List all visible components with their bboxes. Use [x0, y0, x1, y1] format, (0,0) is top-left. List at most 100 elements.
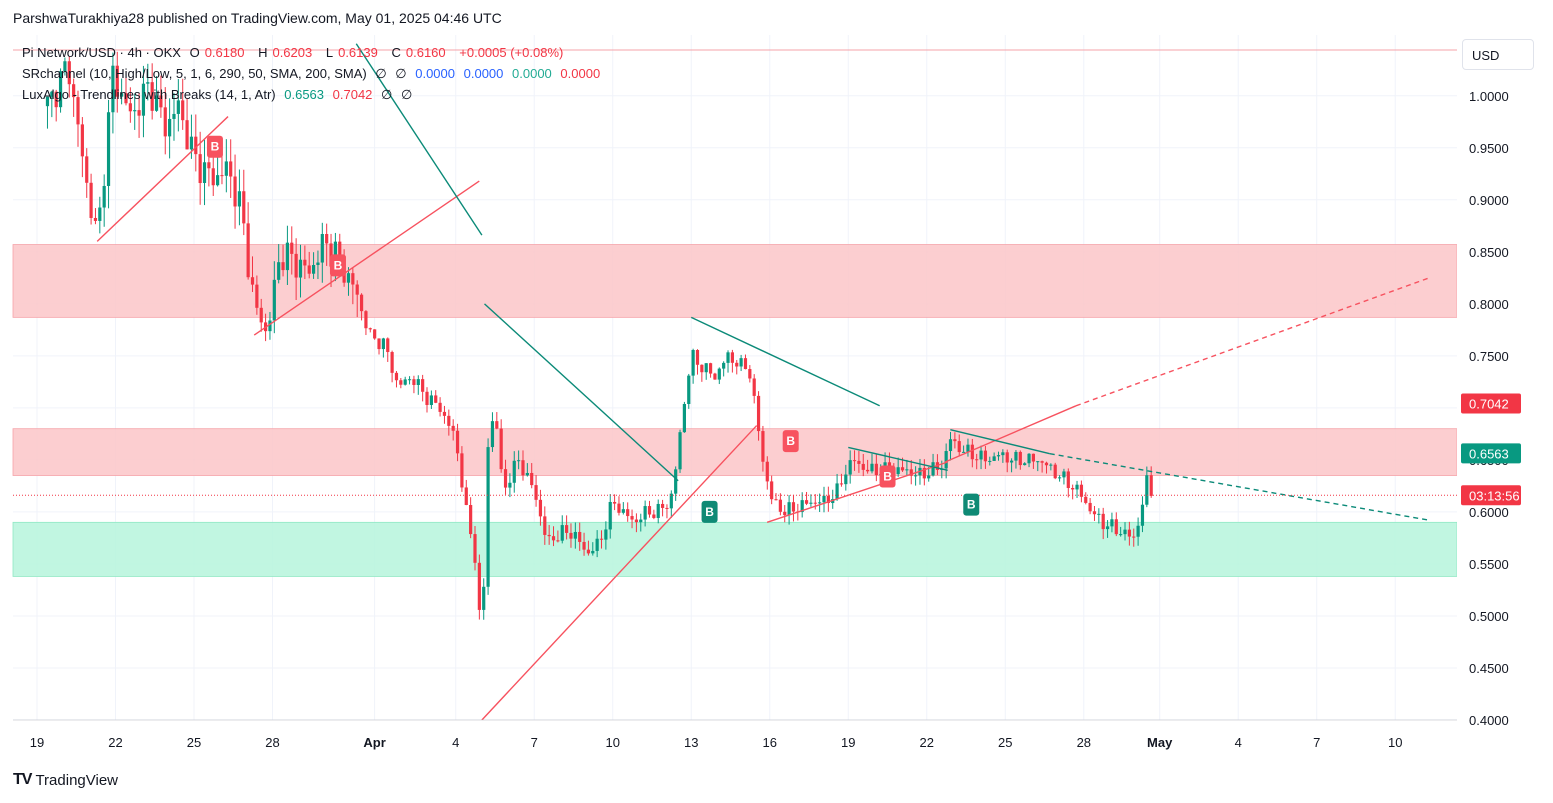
red-trendline [481, 425, 758, 721]
candle-body [617, 503, 621, 513]
candle-body [787, 502, 791, 516]
time-tick-label: 4 [452, 735, 459, 750]
candle-body [538, 499, 543, 517]
tradingview-logo[interactable]: TV TradingView [13, 771, 118, 789]
luxalgo-null-1: ∅ [381, 87, 393, 102]
signal-badge [782, 430, 799, 453]
tradingview-logo-text: TradingView [35, 771, 118, 789]
candle-body [996, 455, 1001, 457]
price-tick-label: 1.0000 [1469, 89, 1509, 104]
signal-label: B [786, 434, 795, 448]
candle-body [102, 185, 106, 208]
luxalgo-value-1: 0.6563 [284, 87, 325, 102]
candle-body [373, 329, 377, 339]
trendlines [13, 43, 1457, 721]
candle-body [172, 113, 176, 119]
candlestick-series [45, 51, 1153, 620]
candle-body [756, 395, 761, 432]
candle-body [722, 362, 726, 369]
luxalgo-value-2: 0.7042 [332, 87, 373, 102]
candle-body [695, 349, 700, 365]
candle-body [612, 501, 617, 504]
candle-body [730, 352, 734, 363]
candle-body [621, 509, 625, 513]
candle-body [421, 379, 425, 392]
candle-body [469, 504, 473, 535]
time-tick-label: 13 [684, 735, 698, 750]
candle-body [1049, 464, 1053, 466]
candle-body [1018, 451, 1022, 466]
candle-body [800, 500, 804, 513]
time-tick-label: 22 [108, 735, 122, 750]
candle-body [652, 514, 656, 518]
candle-body [85, 156, 89, 183]
publisher-line: ParshwaTurakhiya28 published on TradingV… [13, 10, 502, 26]
candle-body [67, 61, 71, 85]
candle-body [1075, 484, 1079, 490]
candle-body [346, 273, 351, 283]
candle-body [512, 460, 516, 483]
candle-body [499, 428, 503, 470]
candle-body [927, 475, 931, 479]
candle-body [1088, 502, 1092, 512]
candle-body [403, 379, 407, 385]
signal-label: B [883, 470, 892, 484]
candle-body [381, 338, 385, 350]
candle-body [185, 120, 189, 150]
candle-body [983, 450, 988, 462]
candle-body [778, 499, 782, 512]
luxalgo-label[interactable]: LuxAlgo - Trendlines with Breaks (14, 1,… [22, 87, 276, 102]
legend-luxalgo: LuxAlgo - Trendlines with Breaks (14, 1,… [22, 87, 417, 103]
candle-body [464, 487, 468, 505]
candle-body [329, 243, 333, 267]
candle-body [386, 338, 390, 353]
candle-body [1071, 488, 1075, 490]
candle-body [966, 444, 970, 452]
candle-body [743, 358, 748, 370]
legend-open: O 0.6180 [190, 45, 250, 60]
candle-body [1136, 525, 1140, 537]
candle-body [608, 501, 612, 530]
candle-body [224, 161, 228, 176]
candle-body [1053, 464, 1057, 479]
candle-body [822, 495, 826, 503]
candle-body [482, 586, 486, 610]
sr-zones [12, 49, 1458, 577]
candle-body [434, 395, 438, 403]
legend-change: +0.0005 (+0.08%) [459, 45, 564, 60]
time-axis-bg [0, 720, 1457, 760]
candle-body [58, 71, 63, 108]
open-value: 0.6180 [204, 45, 245, 60]
candle-body [704, 363, 708, 373]
candle-body [377, 338, 381, 350]
candle-body [237, 191, 242, 207]
candle-body [962, 451, 966, 453]
high-label: H [258, 45, 268, 60]
candle-body [311, 264, 316, 274]
srchannel-label[interactable]: SRchannel (10, High/Low, 5, 1, 6, 290, 5… [22, 66, 367, 81]
green-trendline [484, 303, 679, 482]
price-tick-label: 0.7500 [1469, 349, 1509, 364]
price-tick-label: 0.4000 [1469, 713, 1509, 728]
candle-body [1097, 513, 1101, 515]
signal-label: B [211, 140, 220, 154]
candle-body [988, 460, 992, 462]
candle-body [569, 532, 573, 539]
candle-body [591, 550, 595, 554]
candle-body [285, 242, 290, 271]
srchannel-value-2: 0.0000 [463, 66, 504, 81]
legend-symbol[interactable]: Pi Network/USD · 4h · OKX [22, 45, 181, 60]
candle-body [957, 441, 961, 453]
candle-body [909, 469, 913, 476]
candle-body [874, 463, 878, 476]
resistance-zone [12, 428, 1458, 476]
candle-body [739, 358, 743, 367]
srchannel-value-1: 0.0000 [415, 66, 455, 81]
time-tick-label: 7 [531, 735, 538, 750]
candle-body [390, 352, 394, 373]
candle-body [477, 562, 481, 610]
support-zone [12, 521, 1458, 577]
currency-button[interactable]: USD [1462, 39, 1534, 70]
candle-body [1027, 453, 1031, 464]
